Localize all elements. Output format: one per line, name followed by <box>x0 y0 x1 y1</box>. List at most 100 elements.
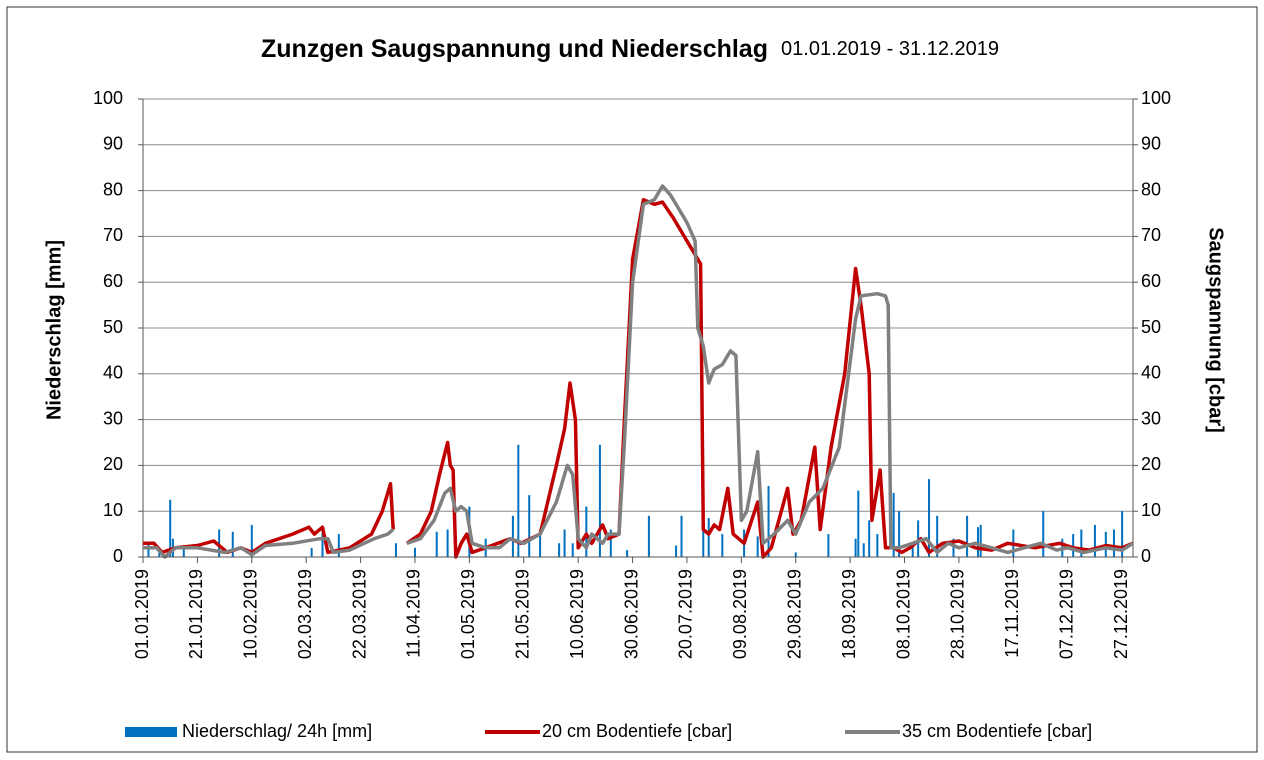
x-tick-label: 27.12.2019 <box>1111 569 1131 659</box>
bar <box>609 529 612 557</box>
bar <box>928 479 931 557</box>
bar <box>794 552 797 557</box>
y2-tick-label: 90 <box>1141 134 1161 154</box>
bar <box>854 538 857 557</box>
x-tick-label: 10.02.2019 <box>241 569 261 659</box>
y-tick-label: 60 <box>103 271 123 291</box>
x-tick-label: 01.05.2019 <box>458 569 478 659</box>
bar <box>892 492 895 557</box>
bar <box>1121 511 1124 557</box>
x-tick-label: 21.01.2019 <box>186 569 206 659</box>
x-tick-label: 30.06.2019 <box>621 569 641 659</box>
bar <box>680 515 683 557</box>
legend-label: 35 cm Bodentiefe [cbar] <box>902 721 1092 741</box>
bar <box>647 515 650 557</box>
y-tick-label: 30 <box>103 408 123 428</box>
y-tick-label: 50 <box>103 317 123 337</box>
bar <box>827 534 830 557</box>
bar <box>446 529 449 557</box>
chart-subtitle: 01.01.2019 - 31.12.2019 <box>781 38 999 60</box>
legend-label: 20 cm Bodentiefe [cbar] <box>542 721 732 741</box>
y2-tick-label: 10 <box>1141 500 1161 520</box>
x-tick-label: 02.03.2019 <box>295 569 315 659</box>
bar <box>585 506 588 557</box>
bar <box>321 527 324 557</box>
line <box>143 528 395 559</box>
bar <box>563 529 566 557</box>
y-tick-label: 70 <box>103 225 123 245</box>
bar <box>911 543 914 557</box>
bar <box>147 543 150 557</box>
x-tick-label: 28.10.2019 <box>948 569 968 659</box>
bar <box>876 534 879 557</box>
bar <box>917 520 920 557</box>
y-tick-label: 20 <box>103 454 123 474</box>
bar <box>1042 511 1045 557</box>
y-tick-label: 0 <box>113 546 123 566</box>
y2-axis-label: Saugspannung [cbar] <box>1205 227 1227 433</box>
bar <box>413 547 416 557</box>
x-tick-label: 07.12.2019 <box>1056 569 1076 659</box>
x-tick-label: 08.10.2019 <box>893 569 913 659</box>
bar <box>337 534 340 557</box>
x-tick-label: 10.06.2019 <box>567 569 587 659</box>
bar <box>394 543 397 557</box>
x-tick-label: 18.09.2019 <box>839 569 859 659</box>
y2-tick-label: 60 <box>1141 271 1161 291</box>
y2-tick-label: 20 <box>1141 454 1161 474</box>
bar <box>1112 529 1115 557</box>
x-tick-label: 29.08.2019 <box>784 569 804 659</box>
bar <box>857 490 860 557</box>
y2-tick-label: 80 <box>1141 179 1161 199</box>
y2-tick-label: 40 <box>1141 363 1161 383</box>
chart-title-group: Zunzgen Saugspannung und Niederschlag 01… <box>261 35 999 63</box>
bar <box>511 515 514 557</box>
y2-tick-label: 50 <box>1141 317 1161 337</box>
bar <box>1093 524 1096 557</box>
bar <box>976 527 979 557</box>
bar <box>250 524 253 557</box>
y-tick-label: 40 <box>103 363 123 383</box>
bar <box>721 534 724 557</box>
x-tick-label: 17.11.2019 <box>1002 569 1022 658</box>
bar <box>1080 529 1083 557</box>
bar <box>952 538 955 557</box>
y-tick-label: 90 <box>103 134 123 154</box>
bar <box>435 531 438 557</box>
bar <box>517 444 520 557</box>
y-tick-label: 10 <box>103 500 123 520</box>
bar <box>702 529 705 557</box>
chart-frame <box>6 6 1258 753</box>
bar <box>979 524 982 557</box>
bar <box>571 543 574 557</box>
bar <box>756 536 759 557</box>
y2-tick-label: 0 <box>1141 546 1151 566</box>
bar <box>169 499 172 557</box>
bar <box>868 520 871 557</box>
bar <box>182 547 185 557</box>
bar <box>528 495 531 557</box>
bar <box>898 511 901 557</box>
legend-label: Niederschlag/ 24h [mm] <box>182 721 372 741</box>
line <box>406 184 1134 555</box>
bar <box>310 547 313 557</box>
bar <box>707 518 710 557</box>
x-tick-label: 01.01.2019 <box>132 569 152 659</box>
bar <box>767 486 770 557</box>
x-tick-label: 11.04.2019 <box>404 569 424 658</box>
y2-tick-label: 100 <box>1141 88 1171 108</box>
bar <box>1072 534 1075 557</box>
y2-tick-label: 30 <box>1141 408 1161 428</box>
chart-title: Zunzgen Saugspannung und Niederschlag <box>261 35 768 63</box>
bar <box>936 515 939 557</box>
bar <box>626 550 629 557</box>
x-tick-label: 22.03.2019 <box>349 569 369 659</box>
bar <box>558 543 561 557</box>
y-tick-label: 100 <box>93 88 123 108</box>
bar <box>539 529 542 557</box>
bar <box>862 543 865 557</box>
bar <box>231 531 234 557</box>
y2-tick-label: 70 <box>1141 225 1161 245</box>
bar <box>966 515 969 557</box>
